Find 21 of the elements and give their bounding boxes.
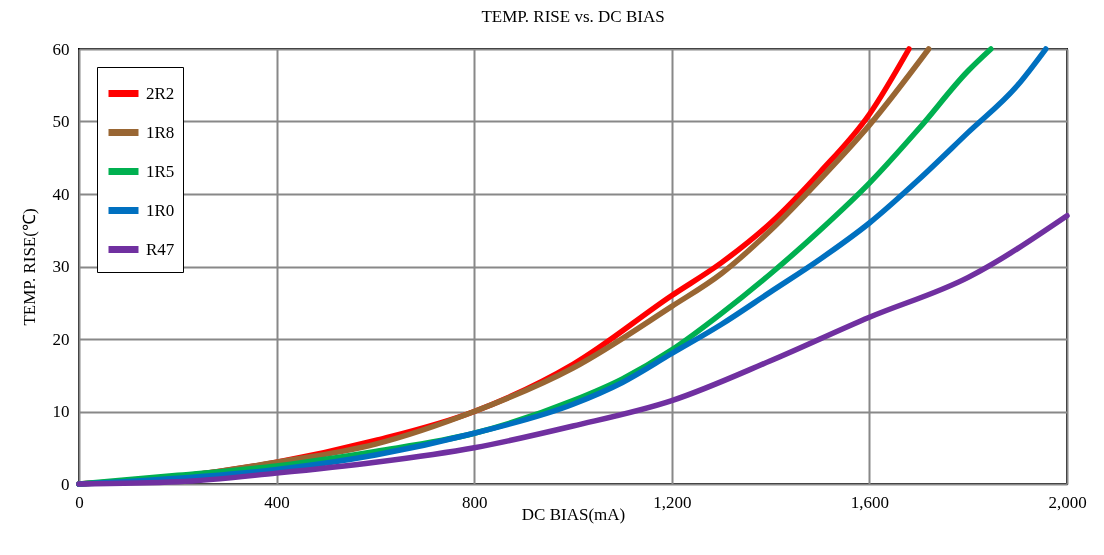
x-axis-title: DC BIAS(mA) — [521, 504, 626, 524]
x-tick-label: 1,200 — [653, 492, 692, 512]
x-tick-label: 1,600 — [850, 492, 890, 512]
y-tick-label: 20 — [52, 329, 70, 349]
y-tick-label: 0 — [61, 474, 70, 494]
y-tick-label: 30 — [52, 257, 70, 276]
legend-label: 1R5 — [146, 161, 175, 181]
y-tick-label: 60 — [52, 39, 70, 59]
x-tick-label: 0 — [75, 492, 84, 512]
y-tick-label: 40 — [52, 184, 70, 204]
y-tick-label: 10 — [52, 402, 70, 421]
y-tick-label: 50 — [52, 112, 70, 131]
legend-label: 1R8 — [146, 122, 175, 142]
legend-label: 2R2 — [146, 83, 175, 103]
x-tick-label: 400 — [264, 492, 290, 512]
legend-label: R47 — [146, 239, 175, 259]
x-tick-label: 2,000 — [1048, 492, 1087, 512]
chart-title: TEMP. RISE vs. DC BIAS — [481, 7, 665, 26]
legend-label: 1R0 — [146, 200, 175, 220]
x-tick-label: 800 — [461, 492, 488, 512]
y-axis-title: TEMP. RISE(℃) — [19, 208, 39, 326]
